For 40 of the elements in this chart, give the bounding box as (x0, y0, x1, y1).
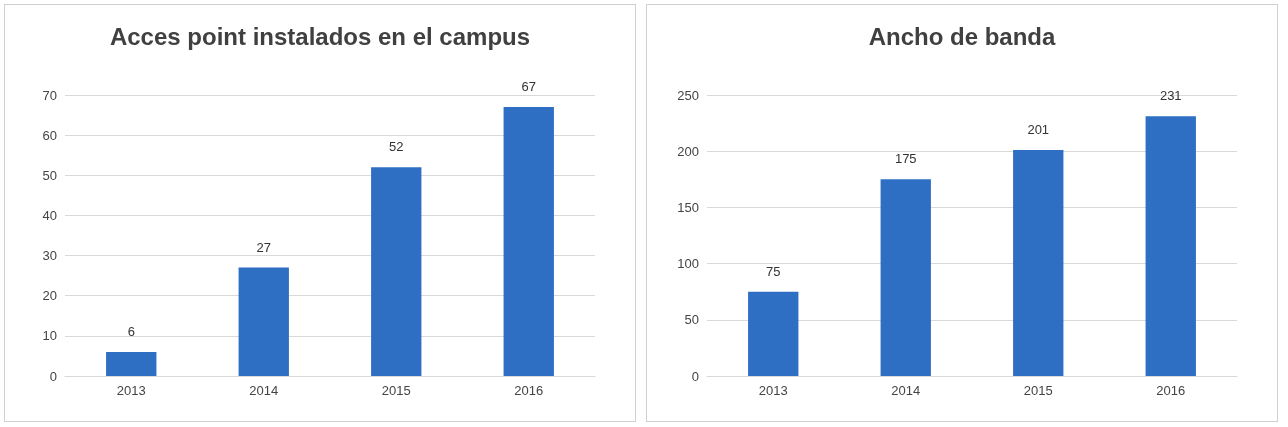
y-tick-label: 0 (691, 368, 699, 384)
y-tick-label: 100 (677, 256, 699, 272)
x-tick-label: 2016 (1156, 383, 1186, 398)
x-tick-label: 2015 (381, 383, 411, 398)
data-label: 175 (894, 151, 917, 167)
x-tick-label: 2016 (514, 383, 544, 398)
x-tick-label: 2013 (758, 383, 788, 398)
chart-title: Ancho de banda (868, 22, 1056, 50)
data-label: 231 (1159, 88, 1182, 104)
data-label: 75 (766, 263, 781, 279)
data-label: 52 (389, 139, 404, 155)
y-tick-label: 20 (42, 288, 57, 304)
x-tick-label: 2015 (1023, 383, 1053, 398)
y-tick-label: 40 (42, 207, 57, 223)
bar (748, 291, 799, 376)
y-tick-label: 250 (677, 87, 699, 103)
bar (1013, 150, 1064, 376)
bar (1145, 116, 1196, 376)
y-tick-label: 60 (42, 127, 57, 143)
y-tick-label: 10 (42, 328, 57, 344)
y-tick-label: 0 (49, 368, 57, 384)
data-label: 201 (1027, 122, 1050, 138)
data-label: 6 (127, 323, 135, 339)
x-tick-label: 2013 (116, 383, 146, 398)
y-tick-label: 30 (42, 248, 57, 264)
bar (503, 107, 554, 376)
y-tick-label: 150 (677, 199, 699, 215)
chart-title: Acces point instalados en el campus (109, 22, 531, 50)
bar (880, 179, 931, 376)
y-tick-label: 50 (684, 312, 699, 328)
bar (371, 167, 422, 376)
y-tick-label: 200 (677, 143, 699, 159)
y-tick-label: 70 (42, 87, 57, 103)
data-label: 67 (521, 79, 536, 95)
y-tick-label: 50 (42, 167, 57, 183)
data-label: 27 (256, 239, 271, 255)
bar (106, 351, 157, 376)
bar (238, 267, 289, 376)
x-tick-label: 2014 (891, 383, 921, 398)
x-tick-label: 2014 (249, 383, 279, 398)
